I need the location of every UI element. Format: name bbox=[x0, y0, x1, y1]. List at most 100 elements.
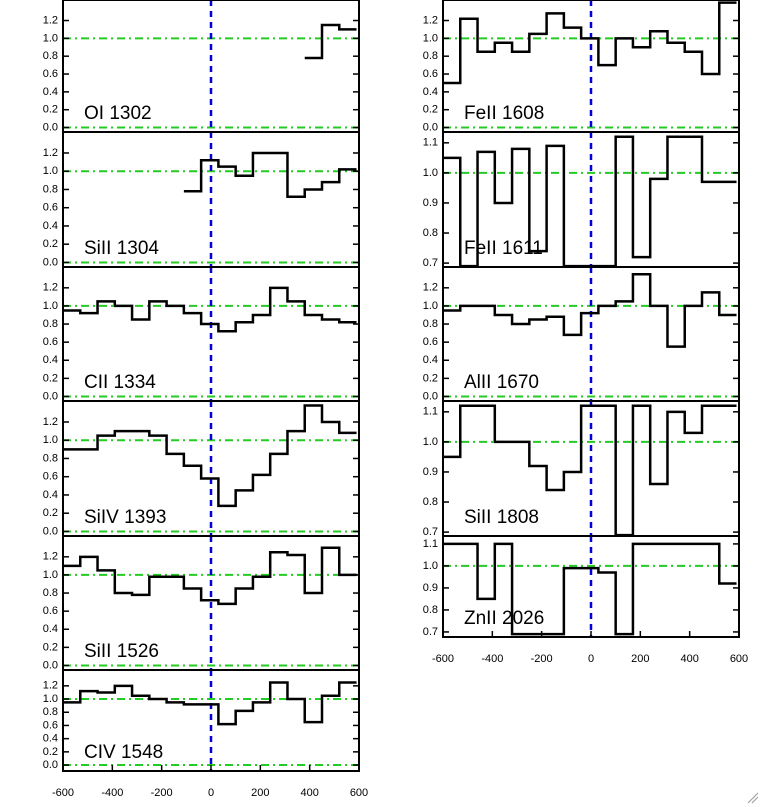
x-tick-label: -600 bbox=[52, 787, 74, 799]
y-tick-label: 0.2 bbox=[43, 641, 58, 653]
y-tick-label: 0.4 bbox=[43, 623, 58, 635]
panel-label: ZnII 2026 bbox=[464, 608, 544, 629]
y-tick-label: 1.0 bbox=[423, 436, 438, 448]
y-tick-label: 0.6 bbox=[43, 605, 58, 617]
y-tick-label: 0.8 bbox=[43, 452, 58, 464]
panel-plot bbox=[443, 401, 739, 536]
spectrum-line bbox=[304, 23, 357, 60]
panel: 0.0 0.2 0.4 0.6 0.8 1.0 1.2 AlII 1670 bbox=[423, 266, 740, 402]
y-tick-label: 0.0 bbox=[43, 659, 58, 671]
y-tick-label: 0.8 bbox=[43, 706, 58, 718]
y-tick-label: 0.8 bbox=[423, 496, 438, 508]
y-tick-label: 0.0 bbox=[423, 390, 438, 402]
panel: 0.0 0.2 0.4 0.6 0.8 1.0 1.2 SiII 1304 bbox=[43, 131, 360, 268]
y-tick-label: 0.8 bbox=[43, 587, 58, 599]
y-tick-label: 0.4 bbox=[43, 733, 58, 745]
panel-plot bbox=[63, 132, 359, 267]
panel-plot bbox=[63, 0, 359, 132]
y-tick-label: 0.6 bbox=[423, 336, 438, 348]
y-tick-label: 0.9 bbox=[423, 582, 438, 594]
y-tick-label: 0.6 bbox=[43, 68, 58, 80]
y-tick-label: 0.6 bbox=[43, 202, 58, 214]
x-tick-label: -400 bbox=[481, 653, 503, 665]
y-tick-label: 0.2 bbox=[43, 104, 58, 116]
y-tick-label: 0.2 bbox=[43, 746, 58, 758]
y-tick-label: 0.0 bbox=[43, 525, 58, 537]
panel: 0.0 0.2 0.4 0.6 0.8 1.0 1.2 SiIV 1393 bbox=[43, 400, 360, 537]
y-tick-label: 0.9 bbox=[423, 466, 438, 478]
y-tick-label: 1.0 bbox=[43, 569, 58, 581]
y-tick-label: 0.4 bbox=[423, 354, 438, 366]
y-tick-label: 0.6 bbox=[423, 68, 438, 80]
spectrum-line bbox=[63, 546, 357, 606]
y-tick-label: 0.6 bbox=[43, 471, 58, 483]
y-tick-label: 1.2 bbox=[43, 147, 58, 159]
y-tick-label: 0.8 bbox=[423, 227, 438, 239]
y-tick-label: 1.0 bbox=[43, 693, 58, 705]
panel: 0.0 0.2 0.4 0.6 0.8 1.0 1.2 FeII 1608 bbox=[423, 0, 740, 133]
y-tick-label: 1.0 bbox=[43, 300, 58, 312]
y-tick-label: 1.2 bbox=[43, 14, 58, 26]
y-tick-label: 1.0 bbox=[423, 32, 438, 44]
panel-plot bbox=[443, 267, 739, 401]
y-tick-label: 0.8 bbox=[43, 183, 58, 195]
grip-line bbox=[747, 792, 759, 804]
y-tick-label: 1.2 bbox=[43, 282, 58, 294]
panel-label: FeII 1608 bbox=[464, 103, 544, 124]
panel: 0.0 0.2 0.4 0.6 0.8 1.0 1.2 SiII 1526 bbox=[43, 535, 360, 671]
y-tick-label: 0.2 bbox=[423, 104, 438, 116]
panel: 0.00.20.4 0.60.81.01.2 -600 -400 -200 0 200 400… bbox=[43, 669, 368, 799]
x-tick-label: 600 bbox=[730, 653, 748, 665]
panel-label: CIV 1548 bbox=[84, 742, 163, 763]
y-tick-label: 0.4 bbox=[423, 86, 438, 98]
y-tick-label: 1.0 bbox=[43, 165, 58, 177]
panel-label: SiII 1526 bbox=[84, 641, 159, 662]
y-tick-label: 1.1 bbox=[423, 137, 438, 149]
spectrum-line bbox=[443, 272, 737, 348]
panel: 0.7 0.8 0.9 1.0 1.1 FeII 1611 bbox=[423, 131, 740, 269]
y-tick-label: 1.0 bbox=[43, 32, 58, 44]
y-tick-label: 1.2 bbox=[423, 282, 438, 294]
panel: 0.0 0.2 0.4 0.6 0.8 1.0 1.2 OI 1302 bbox=[43, 0, 360, 133]
y-tick-label: 1.2 bbox=[43, 416, 58, 428]
y-tick-label: 0.8 bbox=[423, 604, 438, 616]
y-tick-label: 0.4 bbox=[43, 220, 58, 232]
x-tick-label: 0 bbox=[588, 653, 594, 665]
y-tick-label: 0.2 bbox=[423, 372, 438, 384]
spectrum-line bbox=[443, 542, 737, 636]
y-tick-label: 1.0 bbox=[423, 167, 438, 179]
y-tick-label: 1.2 bbox=[43, 551, 58, 563]
y-tick-label: 1.2 bbox=[423, 14, 438, 26]
x-tick-label: 400 bbox=[300, 787, 318, 799]
y-tick-label: 0.0 bbox=[423, 121, 438, 133]
y-tick-label: 0.8 bbox=[423, 50, 438, 62]
panel-label: OI 1302 bbox=[84, 103, 152, 124]
y-tick-label: 0.0 bbox=[43, 390, 58, 402]
y-tick-label: 1.0 bbox=[423, 560, 438, 572]
y-tick-label: 1.1 bbox=[423, 406, 438, 418]
panel-plot bbox=[63, 401, 359, 536]
y-tick-label: 1.0 bbox=[43, 434, 58, 446]
y-tick-label: 0.8 bbox=[423, 318, 438, 330]
spectrum-line bbox=[183, 151, 357, 199]
x-tick-label: -600 bbox=[432, 653, 454, 665]
y-tick-label: 0.0 bbox=[43, 121, 58, 133]
y-tick-label: 1.0 bbox=[423, 300, 438, 312]
panel-plot bbox=[443, 0, 739, 132]
panel-plot bbox=[63, 267, 359, 401]
grip-line bbox=[751, 796, 759, 804]
y-tick-label: 0.4 bbox=[43, 489, 58, 501]
y-tick-label: 0.0 bbox=[43, 256, 58, 268]
y-tick-label: 0.8 bbox=[43, 50, 58, 62]
spectrum-line bbox=[63, 286, 357, 333]
y-tick-label: 0.7 bbox=[423, 526, 438, 538]
y-tick-label: 0.4 bbox=[43, 354, 58, 366]
x-tick-label: 400 bbox=[680, 653, 698, 665]
y-tick-label: 0.4 bbox=[43, 86, 58, 98]
spectrum-line bbox=[63, 404, 357, 508]
y-tick-label: 0.6 bbox=[43, 336, 58, 348]
y-tick-label: 0.2 bbox=[43, 507, 58, 519]
resize-grip bbox=[747, 792, 759, 804]
x-tick-label: 600 bbox=[350, 787, 368, 799]
